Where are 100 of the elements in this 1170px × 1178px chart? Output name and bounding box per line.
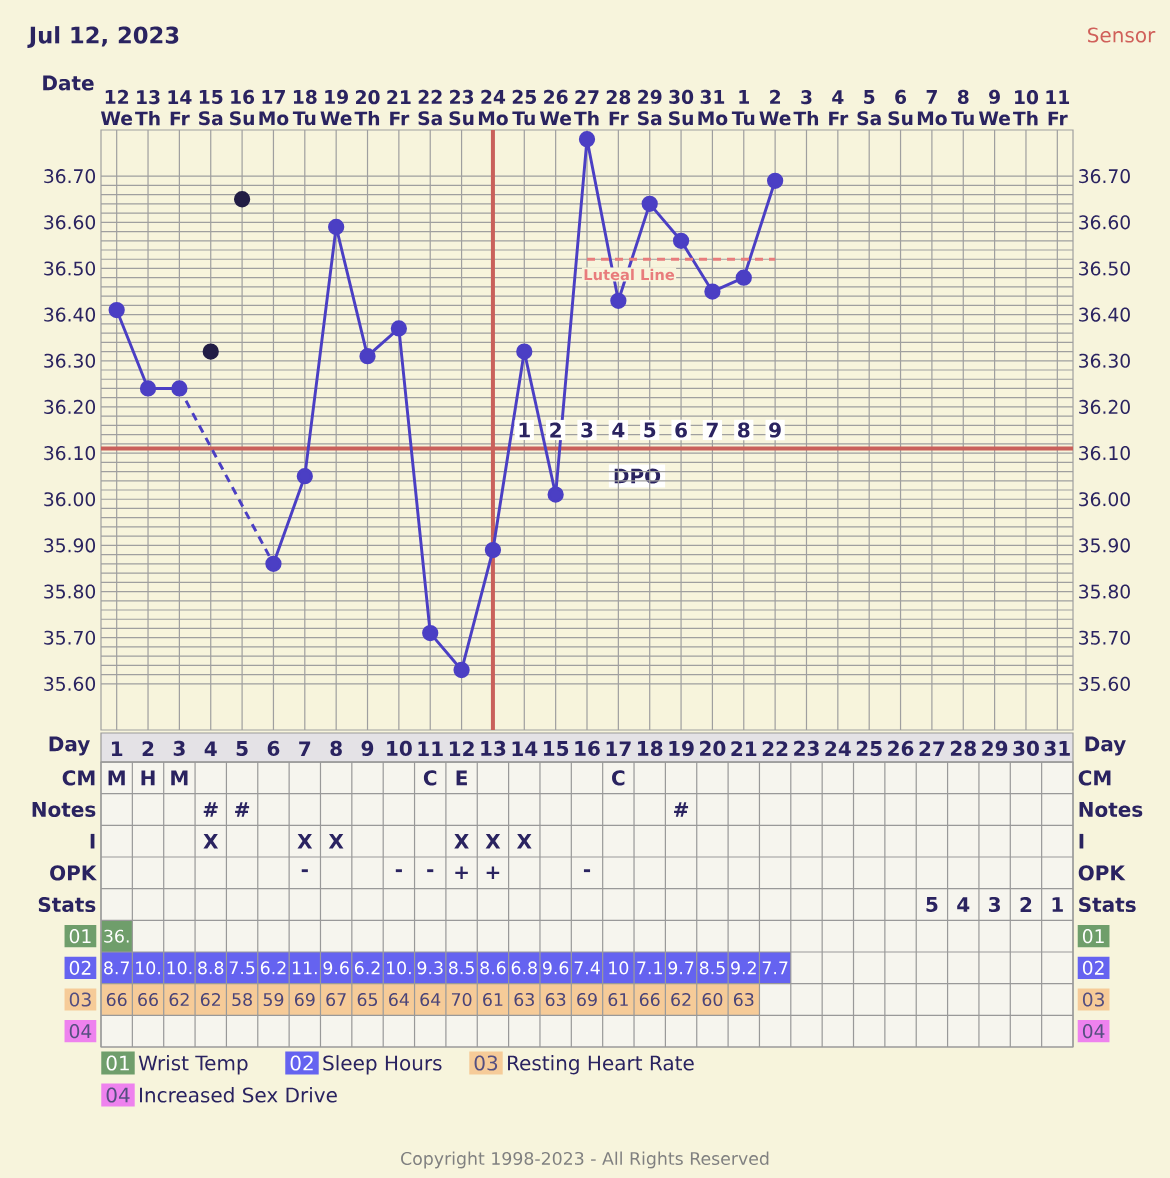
x-tick-label: 30: [1013, 740, 1039, 756]
y2-tick-label: 36.40: [1079, 307, 1130, 322]
annotation: 6: [675, 422, 687, 438]
text: #: [235, 802, 250, 817]
x-tick-label: 22: [762, 741, 788, 756]
x-tick-label: 12 We: [100, 89, 133, 126]
y2-tick-label: 01: [1082, 929, 1104, 944]
x-tick-label: 18 Tu: [292, 89, 317, 126]
text: 8.6: [480, 961, 506, 975]
x-tick-label: 26: [888, 740, 914, 756]
text: 66: [138, 992, 158, 1007]
x-tick-label: 3: [173, 740, 185, 756]
text: 59: [263, 992, 284, 1007]
text: 5: [926, 897, 938, 912]
text: Sensor: [1088, 27, 1156, 43]
text: 67: [326, 992, 346, 1007]
text: 63: [514, 992, 534, 1007]
point: [547, 486, 564, 503]
x-tick-label: 16 Su: [230, 89, 255, 126]
x-tick-label: 20: [700, 740, 726, 756]
x-tick-label: 15 Sa: [199, 90, 223, 126]
text: 10.: [386, 961, 411, 975]
y-tick-label: 35.70: [44, 630, 96, 645]
x-tick-label: 6 Su: [888, 89, 913, 126]
x-tick-label: 28 Fr: [606, 90, 631, 126]
y-tick-label: 36.30: [44, 353, 96, 368]
y2-tick-label: 36.20: [1079, 399, 1130, 414]
text: #: [203, 802, 218, 817]
text: +: [455, 866, 468, 880]
text: E: [456, 770, 467, 786]
text: 8.7: [104, 961, 129, 975]
text: X: [297, 833, 313, 849]
y2-tick-label: 35.70: [1079, 630, 1130, 645]
text: Increased Sex Drive: [140, 1087, 337, 1103]
x-tick-label: 17 Mo: [259, 90, 289, 126]
point: [422, 624, 439, 642]
x-tick-label: 2 We: [759, 89, 791, 126]
x-tick-label: 4 Fr: [829, 90, 849, 126]
category-label: 03: [474, 1055, 498, 1071]
x-tick-label: 29: [982, 740, 1008, 756]
text: 60: [702, 992, 723, 1007]
y-tick-label: 36.60: [44, 215, 96, 230]
point: [139, 380, 157, 397]
x-tick-label: 21 Fr: [387, 90, 411, 126]
y2-tick-label: 36.60: [1079, 215, 1130, 230]
y-tick-label: 36.00: [44, 492, 96, 507]
x-tick-label: 7 Mo: [917, 90, 947, 126]
x-tick-label: 3 Th: [793, 90, 819, 126]
x-tick-label: 7: [299, 741, 311, 756]
y2-tick-label: 35.80: [1079, 584, 1130, 599]
y-tick-label: 01: [69, 929, 91, 944]
x-tick-label: 14: [512, 741, 538, 756]
y2-tick-label: OPK: [1078, 865, 1126, 881]
x-tick-label: 12: [449, 741, 474, 756]
text: 9.7: [668, 961, 694, 975]
text: 64: [389, 992, 409, 1007]
text: 9.6: [542, 961, 569, 975]
x-tick-label: 1 Tu: [731, 90, 755, 126]
text: 10: [609, 961, 629, 975]
text: 62: [169, 992, 189, 1007]
x-tick-label: 28: [950, 740, 976, 756]
y-tick-label: I: [90, 833, 95, 849]
x-tick-label: 18: [638, 740, 663, 756]
text: -: [301, 869, 308, 873]
chart-title: Jul 12, 2023: [27, 26, 179, 48]
point: [516, 343, 533, 360]
text: -: [395, 869, 402, 873]
text: 70: [451, 992, 472, 1007]
point: [359, 348, 376, 365]
y-tick-label: 04: [69, 1024, 92, 1039]
x-tick-label: 16: [575, 740, 600, 756]
text: 1: [1052, 897, 1063, 912]
x-tick-label: 10 Th: [1013, 90, 1039, 126]
x-tick-label: 11: [418, 741, 443, 756]
point: [704, 283, 721, 300]
text: 62: [671, 992, 691, 1007]
point: [108, 301, 125, 319]
x-tick-label: 22 Sa: [418, 89, 442, 126]
y-tick-label: 35.80: [44, 584, 96, 599]
x-tick-label: 24 Mo: [478, 89, 508, 126]
annotation: 4: [612, 422, 625, 438]
y-tick-label: 35.90: [44, 538, 96, 553]
x-tick-label: 20 Th: [354, 90, 380, 126]
y-tick-label: CM: [62, 770, 95, 786]
x-tick-label: 23: [794, 740, 819, 756]
y-tick-label: Notes: [32, 802, 96, 817]
point: [328, 218, 345, 236]
x-tick-label: 26 We: [539, 89, 572, 126]
x-tick-label: 5: [236, 741, 248, 756]
x-tick-label: 21: [731, 741, 757, 756]
x-tick-label: 19: [669, 740, 694, 756]
text: 9.2: [731, 961, 756, 975]
text: 8.5: [448, 961, 474, 975]
text: 4: [957, 897, 970, 912]
y2-tick-label: 03: [1082, 992, 1104, 1007]
x-tick-label: 13 Th: [135, 90, 160, 126]
x-tick-label: 30 Su: [669, 89, 694, 126]
x-tick-label: 19 We: [320, 89, 352, 126]
x-tick-label: 15: [543, 741, 569, 756]
text: 7.1: [637, 961, 662, 975]
